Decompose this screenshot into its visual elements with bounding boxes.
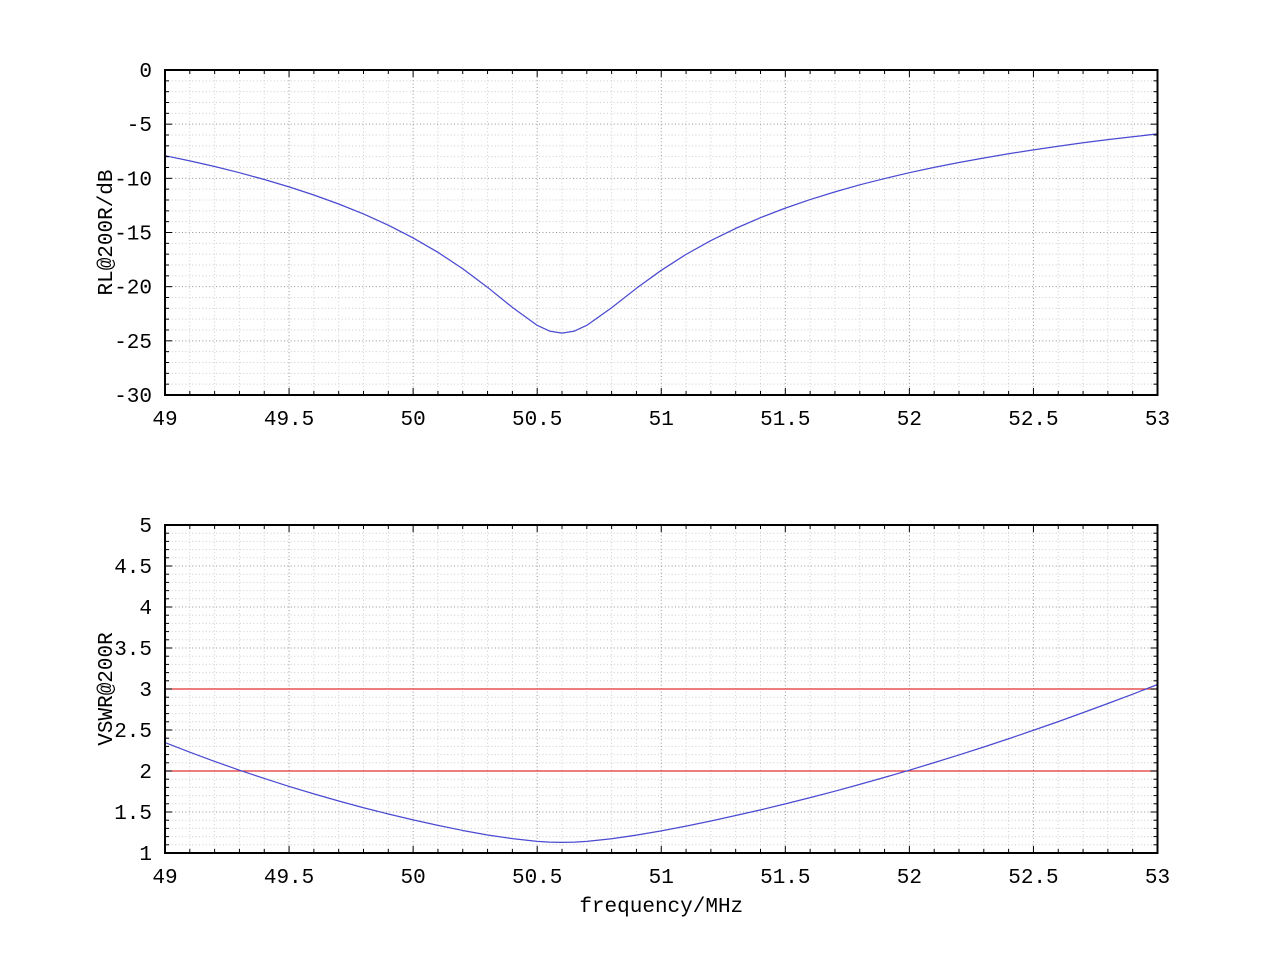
x-tick-label: 51 [649, 867, 674, 890]
y-tick-label: 3.5 [114, 639, 152, 662]
x-tick-label: 51.5 [760, 409, 810, 432]
y-tick-label: -15 [114, 224, 152, 247]
tick-labels: 49 49.5 50 50.5 51 51.5 52 52.5 53 1 1.5 2 2.5 3 3.5 4 4… [114, 516, 1170, 890]
grid [165, 70, 1158, 395]
vswr-200r-curve [164, 683, 1159, 843]
y-tick-label: 2.5 [114, 721, 152, 744]
x-tick-label: 52 [897, 409, 922, 432]
y-tick-label: 1.5 [114, 803, 152, 826]
x-tick-label: 53 [1145, 867, 1170, 890]
major-grid [165, 70, 1158, 395]
rl-200r-curve [164, 133, 1159, 334]
rl-chart: 49 49.5 50 50.5 51 51.5 52 52.5 53 -30 -25 -20 -15 -1… [96, 61, 1170, 432]
x-tick-label: 53 [1145, 409, 1170, 432]
x-tick-label: 52.5 [1008, 409, 1058, 432]
x-tick-label: 50.5 [512, 409, 562, 432]
y-tick-label: -30 [114, 386, 152, 409]
vswr-chart: 49 49.5 50 50.5 51 51.5 52 52.5 53 1 1.5 2 2.5 3 3.5 4 4… [96, 516, 1170, 919]
y-tick-label: 2 [139, 762, 152, 785]
y-tick-label: -20 [114, 278, 152, 301]
minor-grid [165, 525, 1158, 853]
x-tick-label: 49 [152, 867, 177, 890]
x-tick-label: 50 [401, 409, 426, 432]
y-tick-label: 4.5 [114, 557, 152, 580]
x-tick-label: 50.5 [512, 867, 562, 890]
x-tick-label: 51 [649, 409, 674, 432]
x-tick-label: 51.5 [760, 867, 810, 890]
grid [165, 525, 1158, 853]
y-tick-label: 4 [139, 598, 152, 621]
y-tick-label: 5 [139, 516, 152, 539]
y-tick-label: 3 [139, 680, 152, 703]
x-tick-label: 50 [401, 867, 426, 890]
y-tick-label: -25 [114, 332, 152, 355]
y-tick-label: -10 [114, 169, 152, 192]
x-tick-label: 49.5 [264, 409, 314, 432]
y-axis-label: RL@200R/dB [96, 169, 119, 295]
x-tick-label: 52 [897, 867, 922, 890]
tick-marks [164, 524, 1158, 854]
x-tick-label: 52.5 [1008, 867, 1058, 890]
minor-grid [165, 70, 1158, 395]
y-tick-label: 0 [139, 61, 152, 84]
tick-marks [164, 69, 1158, 396]
x-tick-label: 49 [152, 409, 177, 432]
y-tick-label: -5 [127, 115, 152, 138]
x-axis-label: frequency/MHz [579, 896, 743, 919]
y-tick-label: 1 [139, 844, 152, 867]
x-tick-label: 49.5 [264, 867, 314, 890]
tick-labels: 49 49.5 50 50.5 51 51.5 52 52.5 53 -30 -25 -20 -15 -1… [114, 61, 1170, 432]
y-axis-label: VSWR@200R [96, 632, 119, 746]
